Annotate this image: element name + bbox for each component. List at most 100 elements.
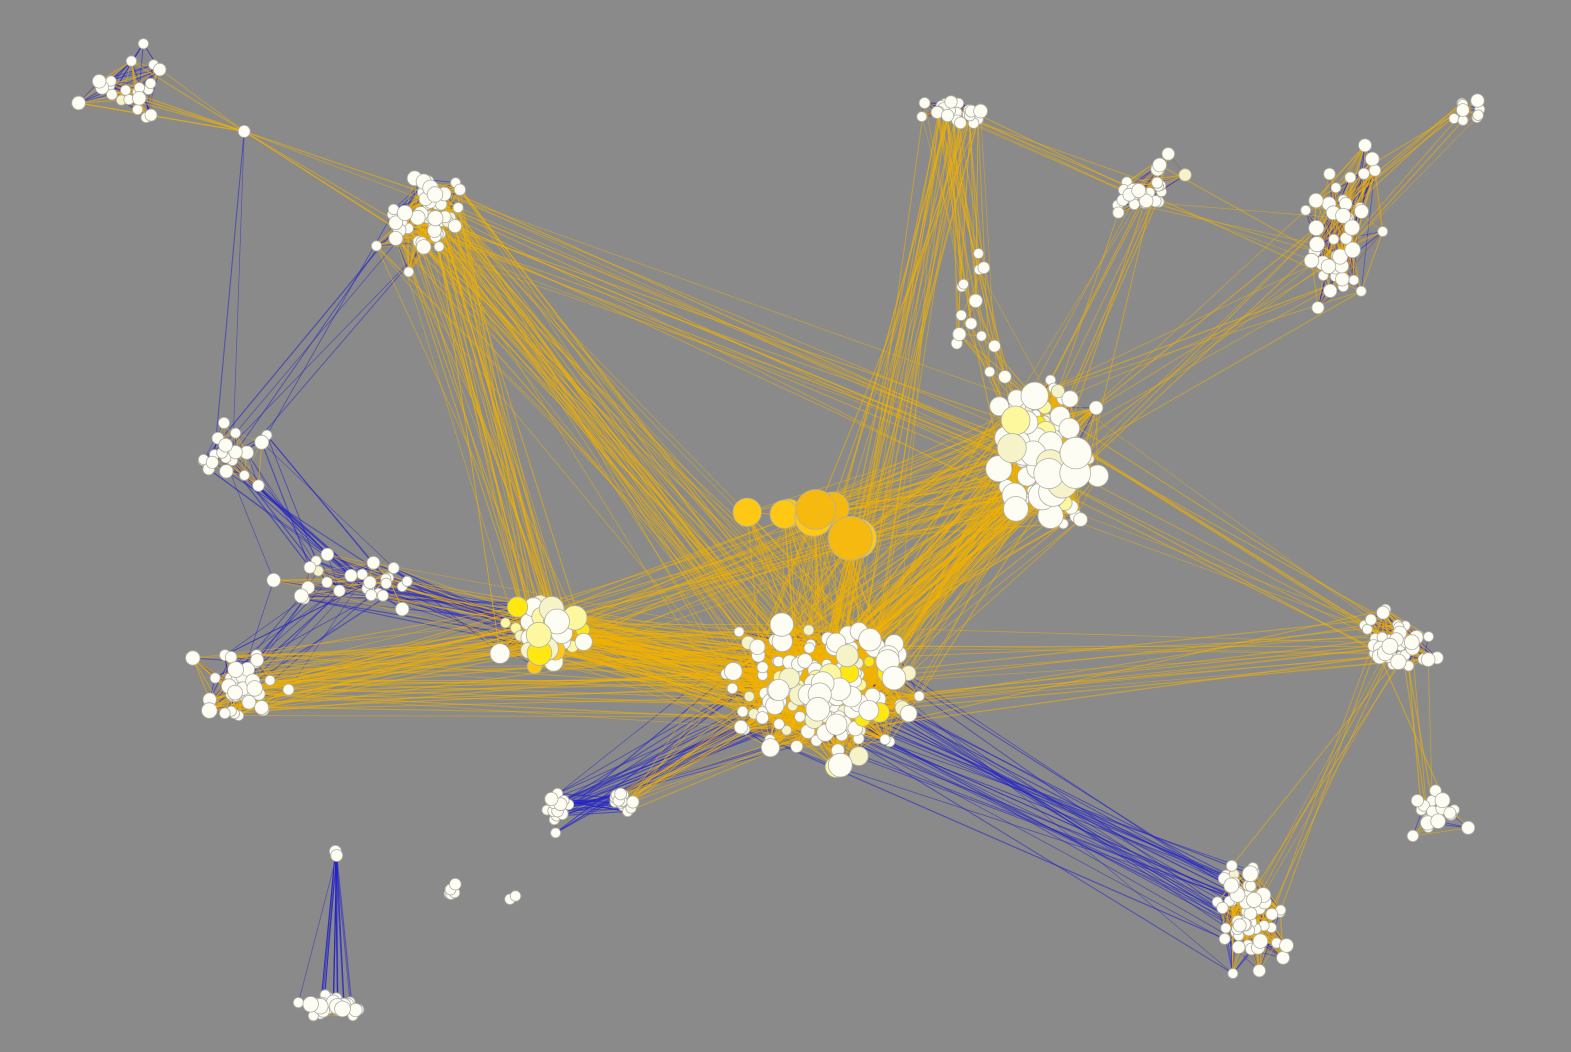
graph-node[interactable] xyxy=(1410,794,1424,808)
graph-node[interactable] xyxy=(1328,233,1340,245)
graph-node[interactable] xyxy=(743,690,755,702)
graph-node[interactable] xyxy=(858,628,882,652)
graph-node[interactable] xyxy=(1472,109,1484,121)
graph-node[interactable] xyxy=(1311,301,1325,315)
graph-node[interactable] xyxy=(509,890,522,902)
graph-node[interactable] xyxy=(916,111,928,122)
graph-node[interactable] xyxy=(365,589,378,602)
graph-node[interactable] xyxy=(250,653,265,667)
graph-node[interactable] xyxy=(985,455,1013,483)
graph-node[interactable] xyxy=(964,317,978,330)
graph-node[interactable] xyxy=(489,643,511,664)
graph-node[interactable] xyxy=(227,684,243,701)
graph-node[interactable] xyxy=(132,104,144,116)
graph-node[interactable] xyxy=(293,588,309,604)
graph-node[interactable] xyxy=(1348,274,1360,286)
graph-node[interactable] xyxy=(805,696,831,722)
graph-node[interactable] xyxy=(217,416,230,429)
graph-node[interactable] xyxy=(370,240,382,252)
graph-node[interactable] xyxy=(388,215,404,231)
graph-node[interactable] xyxy=(426,186,444,203)
graph-node[interactable] xyxy=(1231,940,1246,954)
graph-node[interactable] xyxy=(973,248,984,259)
graph-node[interactable] xyxy=(773,718,785,730)
graph-node[interactable] xyxy=(913,690,925,702)
graph-node[interactable] xyxy=(803,624,815,636)
graph-node[interactable] xyxy=(879,733,891,746)
graph-node[interactable] xyxy=(755,711,770,725)
graph-node[interactable] xyxy=(254,700,270,715)
graph-node[interactable] xyxy=(395,601,410,617)
graph-node[interactable] xyxy=(1232,918,1247,933)
graph-node[interactable] xyxy=(968,293,983,308)
graph-node[interactable] xyxy=(797,653,813,669)
graph-node[interactable] xyxy=(1059,436,1093,470)
graph-node[interactable] xyxy=(1390,653,1407,670)
graph-node[interactable] xyxy=(767,679,790,702)
graph-node[interactable] xyxy=(1178,168,1192,182)
graph-node[interactable] xyxy=(733,626,745,638)
graph-node[interactable] xyxy=(433,241,445,253)
graph-node[interactable] xyxy=(131,91,147,106)
graph-node[interactable] xyxy=(749,639,766,656)
graph-node[interactable] xyxy=(1420,652,1436,667)
graph-node[interactable] xyxy=(973,103,988,119)
graph-node[interactable] xyxy=(525,621,552,648)
graph-node[interactable] xyxy=(1357,167,1370,180)
graph-node[interactable] xyxy=(137,38,149,50)
graph-node[interactable] xyxy=(955,309,967,321)
graph-node[interactable] xyxy=(781,724,792,736)
graph-node[interactable] xyxy=(1406,829,1420,843)
graph-node[interactable] xyxy=(790,740,804,753)
graph-node[interactable] xyxy=(900,704,918,723)
graph-node[interactable] xyxy=(264,675,276,686)
graph-node[interactable] xyxy=(1227,968,1239,979)
graph-node[interactable] xyxy=(1218,933,1231,945)
graph-node[interactable] xyxy=(1332,248,1349,265)
graph-node[interactable] xyxy=(1265,907,1279,921)
graph-node[interactable] xyxy=(940,108,955,123)
graph-node[interactable] xyxy=(858,700,880,721)
graph-node[interactable] xyxy=(1403,634,1420,651)
graph-node[interactable] xyxy=(574,632,593,651)
graph-node[interactable] xyxy=(330,849,344,862)
graph-node[interactable] xyxy=(1358,138,1372,153)
graph-node[interactable] xyxy=(237,124,251,138)
graph-node[interactable] xyxy=(1308,219,1325,236)
graph-node[interactable] xyxy=(71,95,86,111)
graph-node[interactable] xyxy=(201,702,218,719)
graph-node[interactable] xyxy=(219,464,234,479)
graph-node[interactable] xyxy=(302,996,319,1013)
graph-node[interactable] xyxy=(120,84,132,96)
graph-node[interactable] xyxy=(321,576,333,589)
graph-node[interactable] xyxy=(1457,115,1469,126)
graph-node[interactable] xyxy=(152,62,167,77)
graph-node[interactable] xyxy=(387,562,400,575)
graph-node[interactable] xyxy=(1377,226,1389,237)
graph-node[interactable] xyxy=(772,655,785,668)
graph-node[interactable] xyxy=(881,665,907,691)
graph-node[interactable] xyxy=(453,183,466,196)
graph-node[interactable] xyxy=(125,55,137,67)
graph-node[interactable] xyxy=(266,573,281,588)
graph-node[interactable] xyxy=(449,878,462,891)
graph-node[interactable] xyxy=(1461,820,1476,835)
graph-node[interactable] xyxy=(954,116,967,130)
graph-node[interactable] xyxy=(863,656,875,668)
graph-node[interactable] xyxy=(1061,390,1079,408)
graph-node[interactable] xyxy=(1448,113,1460,124)
graph-node[interactable] xyxy=(795,489,837,530)
graph-node[interactable] xyxy=(246,680,263,697)
graph-node[interactable] xyxy=(227,661,245,678)
graph-node[interactable] xyxy=(952,327,967,342)
graph-node[interactable] xyxy=(1443,806,1457,820)
graph-node[interactable] xyxy=(958,278,969,290)
graph-node[interactable] xyxy=(1300,204,1312,216)
graph-node[interactable] xyxy=(1003,496,1029,522)
graph-node[interactable] xyxy=(219,707,231,720)
graph-node[interactable] xyxy=(1050,384,1065,399)
graph-node[interactable] xyxy=(998,370,1012,384)
graph-node[interactable] xyxy=(756,661,769,674)
graph-node[interactable] xyxy=(984,366,996,378)
graph-node[interactable] xyxy=(794,710,806,723)
